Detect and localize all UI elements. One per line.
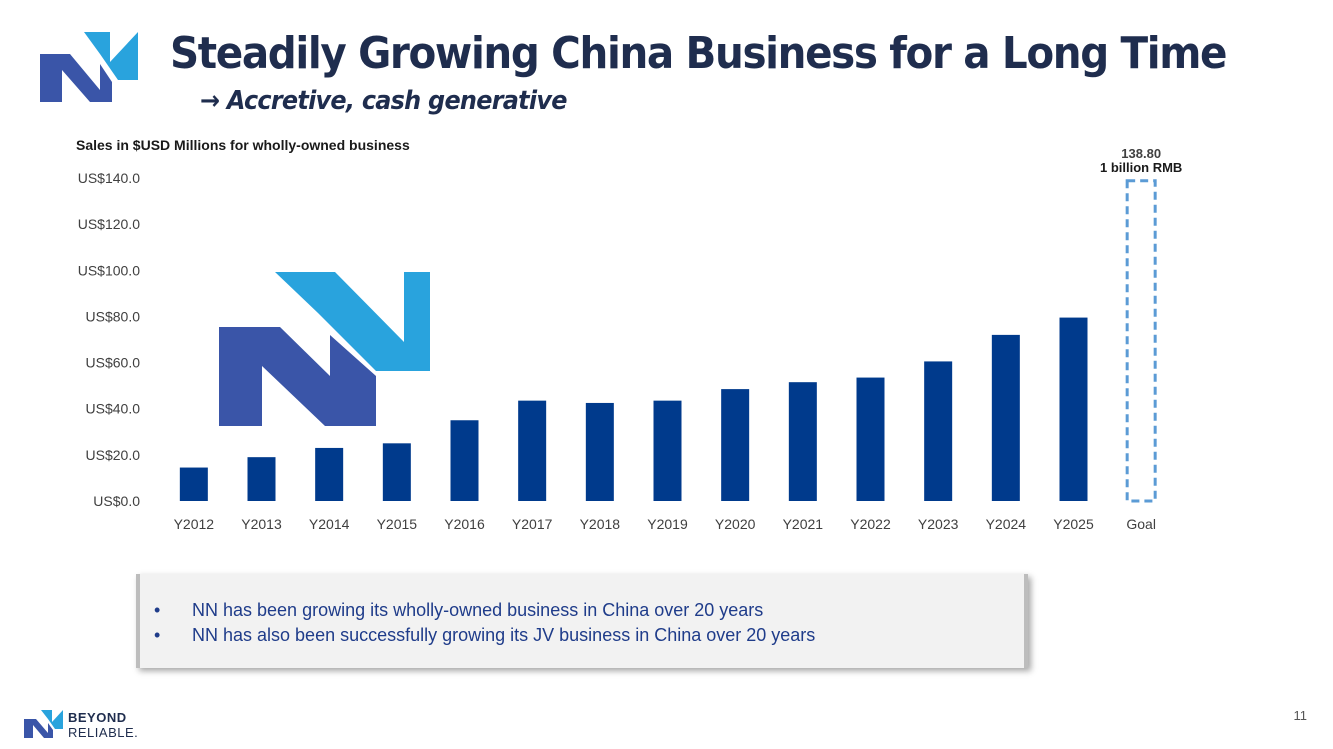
bar-y2013 — [247, 457, 276, 501]
bar-y2012 — [179, 467, 208, 501]
x-tick-label: Y2024 — [986, 516, 1027, 532]
brand-line-2: RELIABLE. — [68, 725, 139, 740]
bar-y2021 — [788, 382, 817, 501]
bar-y2023 — [924, 361, 953, 501]
x-tick-label: Y2012 — [174, 516, 215, 532]
bar-y2014 — [315, 447, 344, 501]
x-tick-label: Y2021 — [783, 516, 824, 532]
bar-y2018 — [585, 402, 614, 501]
bullet-glyph: • — [154, 625, 161, 645]
goal-bar — [1125, 179, 1157, 503]
nn-logo-icon — [40, 32, 138, 102]
bar-y2020 — [721, 389, 750, 501]
bar-y2015 — [382, 443, 411, 501]
y-tick-label: US$80.0 — [86, 308, 141, 324]
bullet-text: NN has also been successfully growing it… — [192, 625, 816, 645]
y-tick-label: US$100.0 — [78, 262, 140, 278]
sales-bar-chart: Sales in $USD Millions for wholly-owned … — [76, 137, 1182, 532]
y-tick-label: US$0.0 — [93, 493, 140, 509]
bullet-glyph: • — [154, 600, 161, 620]
bullet-list: • NN has been growing its wholly-owned bu… — [140, 574, 1024, 648]
goal-annotation: 1 billion RMB — [1100, 160, 1182, 175]
nn-small-logo-icon — [24, 710, 63, 738]
x-tick-label: Y2013 — [241, 516, 282, 532]
x-tick-label: Y2015 — [377, 516, 418, 532]
x-tick-label: Y2022 — [850, 516, 891, 532]
bar-y2019 — [653, 400, 682, 501]
bar-y2017 — [518, 400, 547, 501]
bullet-item: • NN has been growing its wholly-owned bu… — [154, 598, 1024, 623]
x-tick-label: Y2018 — [580, 516, 621, 532]
brand-line-1: BEYOND — [68, 710, 127, 725]
y-tick-label: US$140.0 — [78, 170, 140, 186]
y-tick-label: US$60.0 — [86, 355, 141, 371]
x-tick-label: Y2014 — [309, 516, 350, 532]
y-tick-label: US$40.0 — [86, 401, 141, 417]
page-title: Steadily Growing China Business for a Lo… — [170, 28, 1227, 79]
x-tick-label: Y2023 — [918, 516, 959, 532]
bar-y2025 — [1059, 317, 1088, 501]
x-tick-label: Y2020 — [715, 516, 756, 532]
bar-y2022 — [856, 377, 885, 501]
x-tick-label: Y2025 — [1053, 516, 1094, 532]
page-subtitle: → Accretive, cash generative — [200, 86, 567, 116]
bullet-item: • NN has also been successfully growing i… — [154, 623, 1024, 648]
x-tick-label: Goal — [1126, 516, 1156, 532]
x-tick-label: Y2017 — [512, 516, 553, 532]
chart-title: Sales in $USD Millions for wholly-owned … — [76, 137, 410, 153]
y-tick-label: US$120.0 — [78, 216, 140, 232]
nn-watermark-logo-icon — [219, 272, 430, 426]
bar-y2024 — [991, 334, 1020, 501]
x-tick-label: Y2016 — [444, 516, 485, 532]
x-tick-label: Y2019 — [647, 516, 688, 532]
bar-y2016 — [450, 420, 479, 501]
bullet-text: NN has been growing its wholly-owned bus… — [192, 600, 764, 620]
y-tick-label: US$20.0 — [86, 447, 141, 463]
summary-bullet-box: • NN has been growing its wholly-owned bu… — [136, 574, 1028, 668]
goal-value-label: 138.80 — [1121, 146, 1161, 161]
page-number: 11 — [1293, 708, 1308, 723]
beyond-reliable-logo: BEYOND RELIABLE. — [24, 708, 164, 742]
